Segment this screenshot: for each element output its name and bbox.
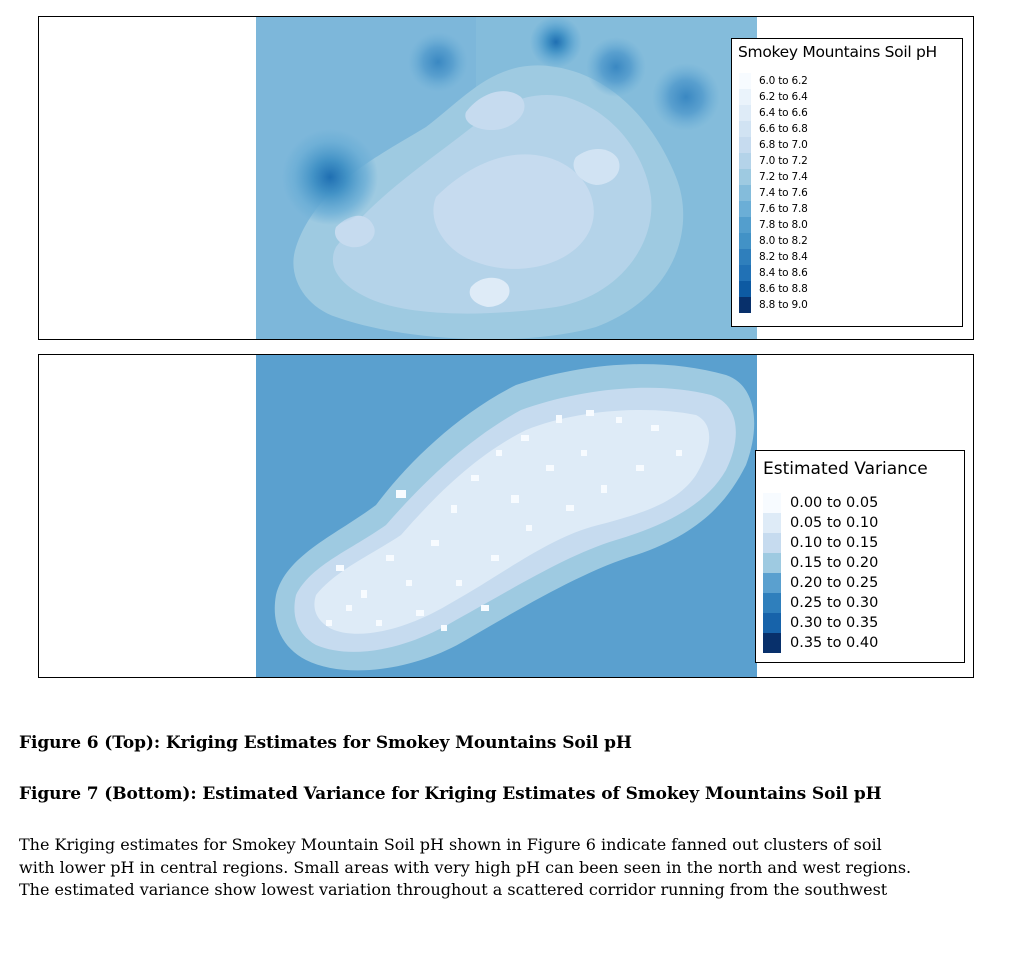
body-line: with lower pH in central regions. Small … xyxy=(19,857,912,877)
legend-item: 6.6 to 6.8 xyxy=(739,121,808,137)
legend-swatch xyxy=(763,493,781,513)
legend-swatch xyxy=(739,137,751,153)
legend-label: 7.8 to 8.0 xyxy=(759,219,808,231)
legend-label: 6.2 to 6.4 xyxy=(759,91,808,103)
legend-swatch xyxy=(739,201,751,217)
legend-swatch xyxy=(763,513,781,533)
figure-top-kriging-estimates: Smokey Mountains Soil pH 6.0 to 6.2 6.2 t… xyxy=(38,16,974,340)
legend-label: 8.2 to 8.4 xyxy=(759,251,808,263)
ph-estimate-map xyxy=(256,17,757,339)
legend-swatch xyxy=(739,249,751,265)
legend-label: 7.2 to 7.4 xyxy=(759,171,808,183)
ph-legend: Smokey Mountains Soil pH 6.0 to 6.2 6.2 t… xyxy=(731,38,963,327)
legend-swatch xyxy=(739,281,751,297)
legend-item: 0.15 to 0.20 xyxy=(763,553,878,573)
body-line: The estimated variance show lowest varia… xyxy=(19,880,888,899)
legend-label: 8.4 to 8.6 xyxy=(759,267,808,279)
legend-item: 0.20 to 0.25 xyxy=(763,573,878,593)
ph-estimate-raster xyxy=(256,17,757,339)
variance-raster xyxy=(256,355,757,677)
legend-swatch xyxy=(739,265,751,281)
legend-label: 0.20 to 0.25 xyxy=(790,575,879,591)
legend-label: 0.25 to 0.30 xyxy=(790,595,879,611)
body-line: The Kriging estimates for Smokey Mountai… xyxy=(19,835,882,854)
legend-swatch xyxy=(739,169,751,185)
legend-item: 0.30 to 0.35 xyxy=(763,613,878,633)
legend-item: 7.2 to 7.4 xyxy=(739,169,808,185)
legend-item: 6.2 to 6.4 xyxy=(739,89,808,105)
legend-swatch xyxy=(763,553,781,573)
legend-item: 8.4 to 8.6 xyxy=(739,265,808,281)
legend-label: 0.10 to 0.15 xyxy=(790,535,879,551)
legend-label: 0.30 to 0.35 xyxy=(790,615,879,631)
legend-item: 7.8 to 8.0 xyxy=(739,217,808,233)
legend-label: 0.05 to 0.10 xyxy=(790,515,879,531)
legend-item: 0.25 to 0.30 xyxy=(763,593,878,613)
legend-swatch xyxy=(763,593,781,613)
legend-swatch xyxy=(739,185,751,201)
figure-7-caption: Figure 7 (Bottom): Estimated Variance fo… xyxy=(19,784,882,804)
legend-item: 6.8 to 7.0 xyxy=(739,137,808,153)
legend-swatch xyxy=(763,633,781,653)
legend-item: 8.6 to 8.8 xyxy=(739,281,808,297)
legend-item: 0.00 to 0.05 xyxy=(763,493,878,513)
legend-label: 6.4 to 6.6 xyxy=(759,107,808,119)
legend-item: 7.4 to 7.6 xyxy=(739,185,808,201)
legend-label: 6.0 to 6.2 xyxy=(759,75,808,87)
legend-label: 7.6 to 7.8 xyxy=(759,203,808,215)
legend-items: 6.0 to 6.2 6.2 to 6.4 6.4 to 6.6 6.6 to 6.8… xyxy=(739,73,808,313)
legend-item: 7.0 to 7.2 xyxy=(739,153,808,169)
legend-items: 0.00 to 0.05 0.05 to 0.10 0.10 to 0.15 0.15… xyxy=(763,493,878,653)
legend-label: 0.00 to 0.05 xyxy=(790,495,879,511)
legend-item: 8.8 to 9.0 xyxy=(739,297,808,313)
legend-label: 7.4 to 7.6 xyxy=(759,187,808,199)
legend-item: 6.4 to 6.6 xyxy=(739,105,808,121)
legend-swatch xyxy=(739,217,751,233)
legend-label: 6.8 to 7.0 xyxy=(759,139,808,151)
legend-label: 0.15 to 0.20 xyxy=(790,555,879,571)
legend-swatch xyxy=(763,573,781,593)
legend-swatch xyxy=(739,89,751,105)
legend-label: 8.0 to 8.2 xyxy=(759,235,808,247)
legend-item: 0.10 to 0.15 xyxy=(763,533,878,553)
legend-swatch xyxy=(739,121,751,137)
legend-item: 0.05 to 0.10 xyxy=(763,513,878,533)
legend-item: 8.0 to 8.2 xyxy=(739,233,808,249)
legend-item: 7.6 to 7.8 xyxy=(739,201,808,217)
figure-6-caption: Figure 6 (Top): Kriging Estimates for Sm… xyxy=(19,733,632,753)
legend-label: 6.6 to 6.8 xyxy=(759,123,808,135)
legend-item: 6.0 to 6.2 xyxy=(739,73,808,89)
legend-swatch xyxy=(739,105,751,121)
figure-bottom-estimated-variance: Estimated Variance 0.00 to 0.05 0.05 to 0… xyxy=(38,354,974,678)
body-paragraph: The Kriging estimates for Smokey Mountai… xyxy=(19,834,999,902)
legend-swatch xyxy=(739,297,751,313)
legend-label: 7.0 to 7.2 xyxy=(759,155,808,167)
legend-label: 8.8 to 9.0 xyxy=(759,299,808,311)
legend-item: 8.2 to 8.4 xyxy=(739,249,808,265)
variance-map xyxy=(256,355,757,677)
legend-label: 0.35 to 0.40 xyxy=(790,635,879,651)
legend-swatch xyxy=(739,233,751,249)
legend-swatch xyxy=(739,73,751,89)
legend-swatch xyxy=(739,153,751,169)
variance-legend: Estimated Variance 0.00 to 0.05 0.05 to 0… xyxy=(755,450,965,663)
legend-label: 8.6 to 8.8 xyxy=(759,283,808,295)
legend-title: Estimated Variance xyxy=(763,459,928,479)
legend-swatch xyxy=(763,533,781,553)
legend-swatch xyxy=(763,613,781,633)
legend-title: Smokey Mountains Soil pH xyxy=(738,43,937,61)
legend-item: 0.35 to 0.40 xyxy=(763,633,878,653)
